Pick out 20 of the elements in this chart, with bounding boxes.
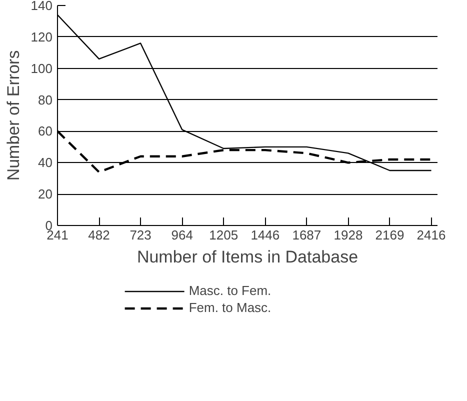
legend-label: Fem. to Masc. <box>188 300 272 315</box>
x-axis-title: Number of Items in Database <box>136 248 358 266</box>
legend-label: Masc. to Fem. <box>188 283 272 298</box>
y-tick-label: 60 <box>38 124 53 139</box>
y-tick-label: 100 <box>30 60 53 76</box>
y-tick-label: 80 <box>38 92 53 108</box>
x-tick-label: 1928 <box>334 228 363 242</box>
y-tick-label: 20 <box>38 186 53 202</box>
x-tick-label: 964 <box>171 228 193 242</box>
x-tick-label: 2169 <box>375 228 404 242</box>
x-tick-label: 723 <box>130 228 152 242</box>
y-tick-label: 40 <box>38 155 53 170</box>
y-tick-label: 120 <box>30 29 53 44</box>
x-tick-label: 1687 <box>292 228 322 242</box>
y-tick-label: 140 <box>30 0 53 13</box>
y-axis-title: Number of Errors <box>4 50 23 181</box>
x-tick-label: 482 <box>88 228 110 242</box>
x-tick-label: 1205 <box>209 228 238 242</box>
x-tick-label: 2416 <box>416 228 446 242</box>
x-tick-label: 1446 <box>250 228 280 242</box>
